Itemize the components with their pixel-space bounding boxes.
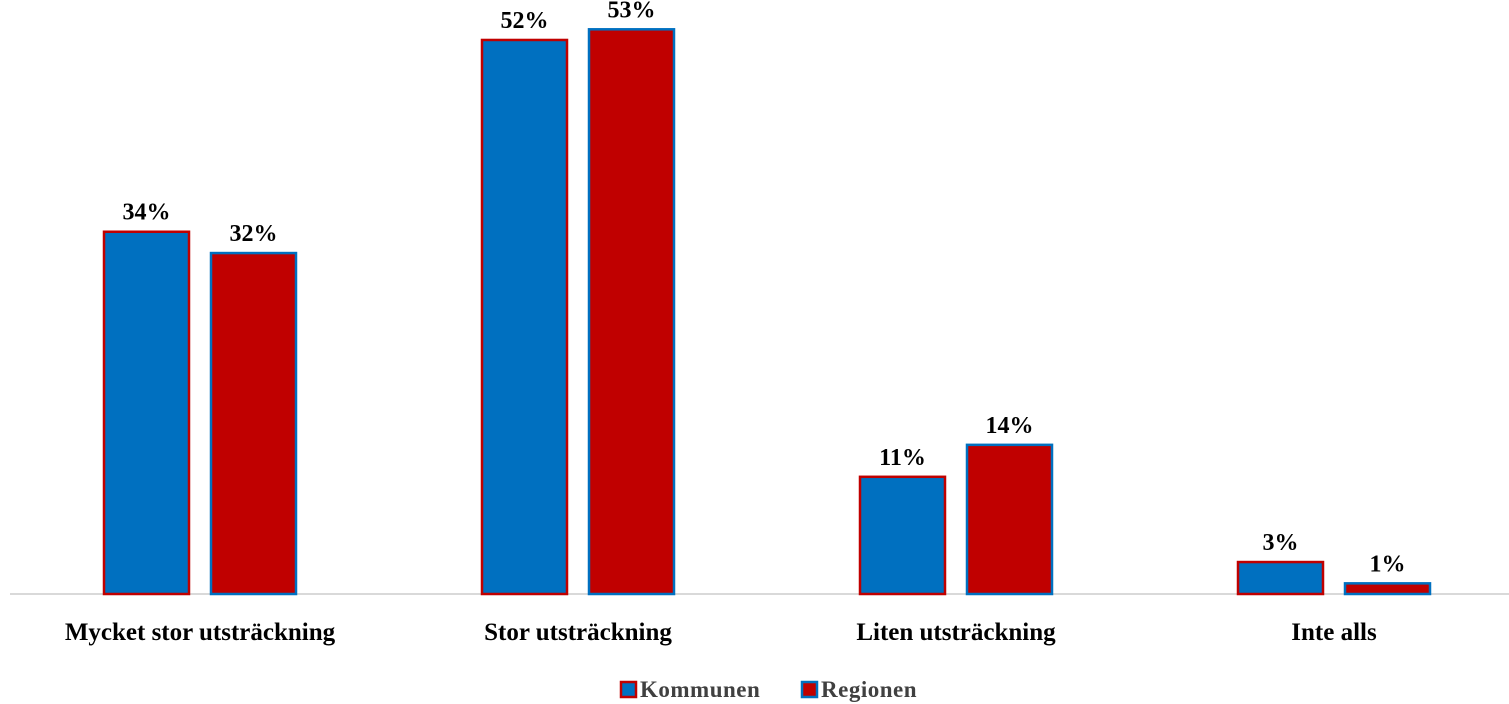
category-label-stor-utstr-ckning: Stor utsträckning bbox=[484, 619, 672, 646]
bar-regionen-inte-alls bbox=[1343, 582, 1432, 596]
legend-swatch-regionen bbox=[800, 680, 819, 699]
legend: Kommunen Regionen bbox=[619, 677, 917, 702]
value-label-kommunen-mycket-stor-utstr-ckning: 34% bbox=[123, 200, 171, 226]
category-label-liten-utstr-ckning: Liten utsträckning bbox=[856, 619, 1056, 646]
bar-kommunen-inte-alls bbox=[1236, 560, 1325, 596]
value-label-regionen-liten-utstr-ckning: 14% bbox=[986, 413, 1034, 439]
bar-regionen-stor-utstr-ckning bbox=[587, 28, 676, 596]
bar-regionen-mycket-stor-utstr-ckning bbox=[209, 251, 298, 596]
bar-regionen-liten-utstr-ckning bbox=[965, 443, 1054, 596]
category-label-inte-alls: Inte alls bbox=[1291, 619, 1377, 646]
category-labels-layer: Mycket stor utsträckning Stor utsträcknin… bbox=[65, 619, 1377, 646]
value-label-kommunen-inte-alls: 3% bbox=[1263, 530, 1299, 556]
bar-kommunen-liten-utstr-ckning bbox=[858, 475, 947, 596]
value-label-kommunen-stor-utstr-ckning: 52% bbox=[501, 8, 549, 34]
legend-item-regionen: Regionen bbox=[800, 677, 917, 702]
category-label-mycket-stor-utstr-ckning: Mycket stor utsträckning bbox=[65, 619, 336, 646]
value-label-regionen-inte-alls: 1% bbox=[1370, 551, 1406, 577]
legend-label-regionen: Regionen bbox=[821, 677, 917, 702]
bars-layer bbox=[102, 28, 1432, 596]
bar-kommunen-stor-utstr-ckning bbox=[480, 38, 569, 596]
value-label-regionen-stor-utstr-ckning: 53% bbox=[608, 0, 656, 23]
legend-item-kommunen: Kommunen bbox=[619, 677, 760, 702]
legend-swatch-kommunen bbox=[619, 680, 638, 699]
bar-kommunen-mycket-stor-utstr-ckning bbox=[102, 230, 191, 596]
value-label-kommunen-liten-utstr-ckning: 11% bbox=[879, 445, 926, 471]
value-label-regionen-mycket-stor-utstr-ckning: 32% bbox=[230, 221, 278, 247]
legend-label-kommunen: Kommunen bbox=[640, 677, 760, 702]
value-labels-layer: 34% 32% 52% 53% 11% 14% 3% 1% bbox=[123, 0, 1406, 577]
